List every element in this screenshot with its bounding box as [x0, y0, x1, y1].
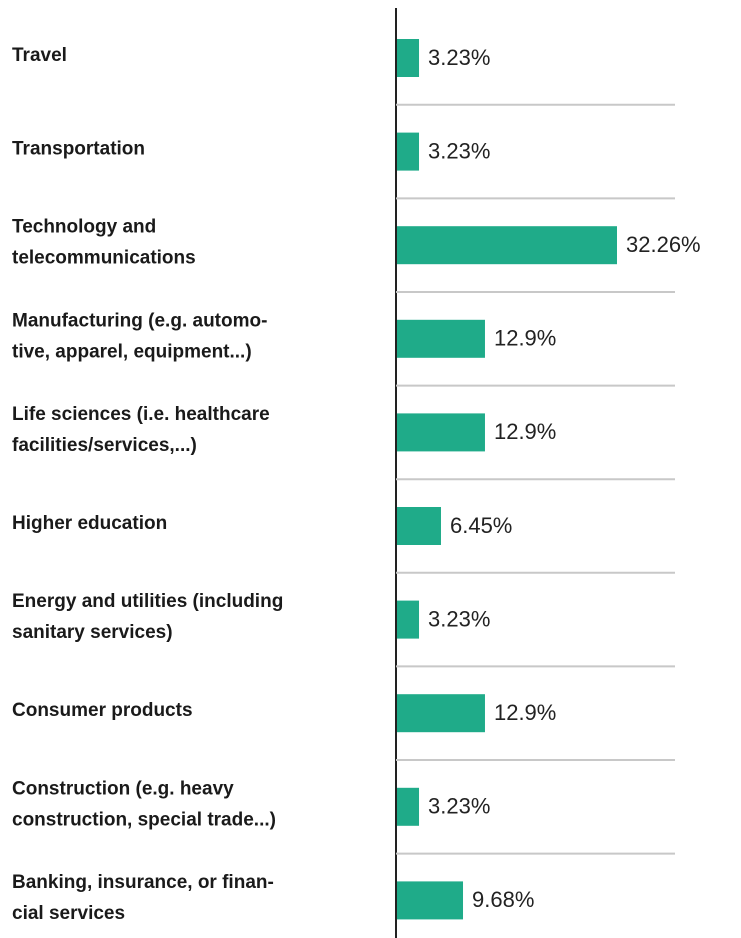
bar: [397, 226, 617, 265]
category-label: tive, apparel, equipment...): [12, 341, 252, 362]
value-label: 3.23%: [428, 45, 490, 70]
value-label: 3.23%: [428, 138, 490, 163]
category-label: Banking, insurance, or finan-: [12, 872, 274, 893]
bar: [397, 507, 441, 545]
value-label: 32.26%: [626, 232, 701, 257]
category-label: Construction (e.g. heavy: [12, 778, 234, 799]
category-label: Energy and utilities (including: [12, 591, 283, 612]
value-label: 6.45%: [450, 513, 512, 538]
value-label: 12.9%: [494, 700, 556, 725]
category-label: Higher education: [12, 513, 167, 534]
category-label: cial services: [12, 903, 125, 924]
category-label: telecommunications: [12, 248, 196, 269]
bar: [397, 600, 420, 639]
category-label: construction, special trade...): [12, 809, 276, 830]
bar: [397, 413, 485, 452]
category-label: Life sciences (i.e. healthcare: [12, 404, 270, 425]
bar: [397, 39, 420, 77]
category-label: sanitary services): [12, 622, 173, 643]
bar: [397, 132, 420, 171]
value-label: 3.23%: [428, 794, 490, 819]
value-label: 3.23%: [428, 606, 490, 631]
category-label: Transportation: [12, 139, 145, 160]
category-label: Travel: [12, 45, 67, 66]
category-label: Technology and: [12, 217, 156, 238]
value-label: 9.68%: [472, 887, 534, 912]
category-label: facilities/services,...): [12, 435, 197, 456]
bar: [397, 787, 420, 826]
bar: [397, 694, 485, 733]
bar: [397, 881, 464, 920]
category-label: Consumer products: [12, 700, 193, 721]
value-label: 12.9%: [494, 419, 556, 444]
value-label: 12.9%: [494, 326, 556, 351]
category-label: Manufacturing (e.g. automo-: [12, 310, 267, 331]
bar: [397, 319, 485, 358]
